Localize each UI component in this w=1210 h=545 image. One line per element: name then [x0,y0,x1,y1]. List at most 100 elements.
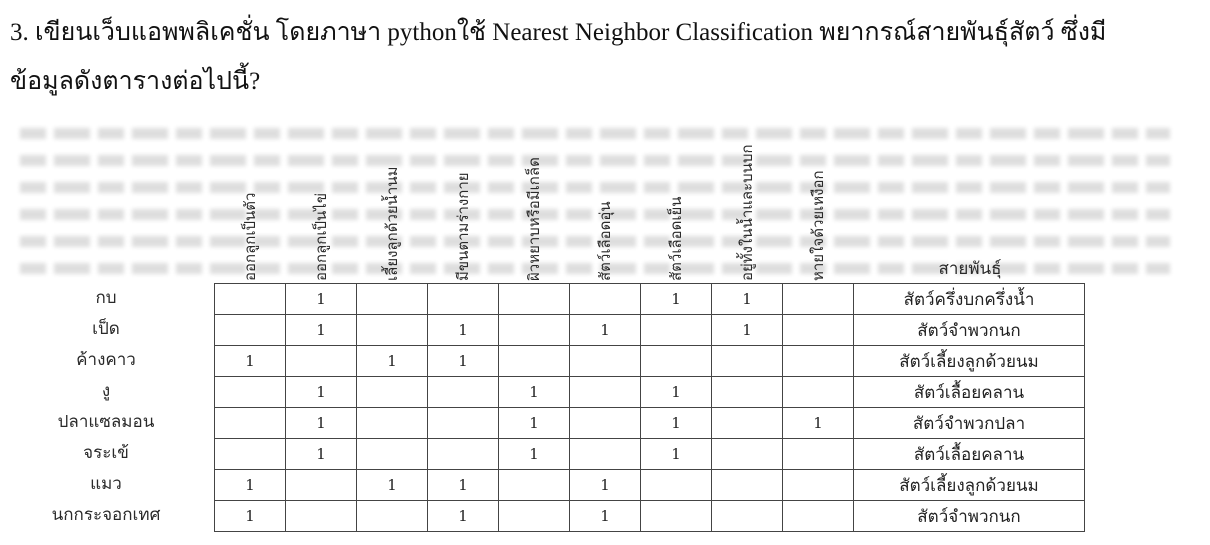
feature-cell [427,407,499,439]
feature-cell [427,376,499,408]
class-cell: สัตว์เลี้ยงลูกด้วยนม [853,469,1085,501]
feature-cell [782,438,854,470]
feature-cell [569,345,641,377]
column-header-label: มีขนตามร่างกาย [454,172,472,281]
column-header-label: สัตว์เลือดอุ่น [596,201,614,281]
column-header: ออกลูกเป็นไข่ [285,115,357,281]
feature-cell [569,438,641,470]
feature-grid: 1 1 1 สัตว์ครึ่งบกครึ่งน้ำ 1 1 1 1 สัตว์จำพวกนก 1… [214,283,1085,532]
column-header-label: สัตว์เลือดเย็น [667,196,685,281]
feature-cell [711,438,783,470]
class-column-header: สายพันธุ์ [938,259,1002,279]
feature-cell [356,500,428,532]
feature-cell: 1 [285,283,357,315]
feature-cell: 1 [427,345,499,377]
class-cell: สัตว์จำพวกปลา [853,407,1085,439]
question-line-1: 3. เขียนเว็บแอพพลิเคชั่น โดยภาษา pythonใ… [10,19,1107,46]
feature-cell [782,500,854,532]
column-header-label: หายใจด้วยเหงือก [809,170,827,281]
feature-cell [782,376,854,408]
feature-cell [640,314,712,346]
feature-cell [498,469,570,501]
feature-cell: 1 [285,407,357,439]
feature-cell [214,376,286,408]
feature-cell [356,283,428,315]
column-header: อยู่ทั้งในน้ำและบนบก [711,115,783,281]
row-label: ปลาแซลมอน [57,412,155,432]
feature-cell [285,500,357,532]
feature-cell [356,376,428,408]
feature-cell [711,469,783,501]
feature-cell [498,283,570,315]
column-header-label: ออกลูกเป็นตัว [241,192,259,281]
feature-cell: 1 [427,469,499,501]
feature-cell: 1 [640,407,712,439]
feature-cell: 1 [285,438,357,470]
feature-cell: 1 [214,345,286,377]
class-cell: สัตว์เลี้ยงลูกด้วยนม [853,345,1085,377]
table-row: 1 1 1 สัตว์เลื้อยคลาน [214,438,1085,470]
feature-cell: 1 [285,314,357,346]
feature-cell: 1 [569,469,641,501]
feature-cell [782,345,854,377]
feature-cell [782,314,854,346]
feature-cell [427,438,499,470]
bleed-through-text [20,112,1170,332]
question-line-2: ข้อมูลดังตารางต่อไปนี้? [10,68,261,95]
feature-cell [356,438,428,470]
column-header-label: อยู่ทั้งในน้ำและบนบก [738,144,756,281]
column-header-label: ออกลูกเป็นไข่ [312,192,330,281]
feature-cell: 1 [356,469,428,501]
table-row: 1 1 1 สัตว์จำพวกนก [214,500,1085,532]
feature-cell [285,345,357,377]
feature-cell: 1 [782,407,854,439]
animal-data-table: ออกลูกเป็นตัว ออกลูกเป็นไข่ เลี้ยงลูกด้วยน… [0,115,1210,545]
feature-cell [711,407,783,439]
row-label: จระเข้ [83,443,129,463]
feature-cell: 1 [498,407,570,439]
column-header: มีขนตามร่างกาย [427,115,499,281]
column-header: เลี้ยงลูกด้วยน้ำนม [356,115,428,281]
feature-cell: 1 [569,314,641,346]
column-header: สัตว์เลือดเย็น [640,115,712,281]
feature-cell: 1 [356,345,428,377]
feature-cell [640,469,712,501]
question-text: 3. เขียนเว็บแอพพลิเคชั่น โดยภาษา pythonใ… [10,8,1205,106]
column-header-label: ผิวหยาบหรือมีเกล็ด [525,157,543,281]
feature-cell [711,376,783,408]
row-label: เป็ด [92,319,120,339]
feature-cell [569,376,641,408]
column-header: ผิวหยาบหรือมีเกล็ด [498,115,570,281]
table-row: 1 1 1 สัตว์ครึ่งบกครึ่งน้ำ [214,283,1085,315]
feature-cell [214,283,286,315]
feature-cell: 1 [285,376,357,408]
class-cell: สัตว์เลื้อยคลาน [853,376,1085,408]
feature-cell [498,314,570,346]
row-labels: กบ เป็ด ค้างคาว งู ปลาแซลมอน จระเข้ แมว นกกระจอ… [0,283,212,531]
class-cell: สัตว์เลื้อยคลาน [853,438,1085,470]
row-label: ค้างคาว [76,350,136,370]
table-row: 1 1 1 1 สัตว์เลี้ยงลูกด้วยนม [214,469,1085,501]
table-row: 1 1 1 1 สัตว์จำพวกนก [214,314,1085,346]
feature-cell [214,314,286,346]
feature-cell [640,345,712,377]
row-label: นกกระจอกเทศ [51,505,161,525]
feature-cell: 1 [214,500,286,532]
feature-cell [498,345,570,377]
feature-cell [427,283,499,315]
feature-cell: 1 [569,500,641,532]
feature-cell: 1 [427,500,499,532]
feature-cell: 1 [498,376,570,408]
feature-cell: 1 [711,283,783,315]
feature-cell [356,407,428,439]
class-cell: สัตว์ครึ่งบกครึ่งน้ำ [853,283,1085,315]
column-header-label: เลี้ยงลูกด้วยน้ำนม [383,166,401,281]
column-header: ออกลูกเป็นตัว [214,115,286,281]
feature-cell [569,283,641,315]
feature-cell [356,314,428,346]
feature-cell: 1 [498,438,570,470]
feature-cell: 1 [640,283,712,315]
feature-cell [782,283,854,315]
feature-cell [285,469,357,501]
feature-cell [782,469,854,501]
